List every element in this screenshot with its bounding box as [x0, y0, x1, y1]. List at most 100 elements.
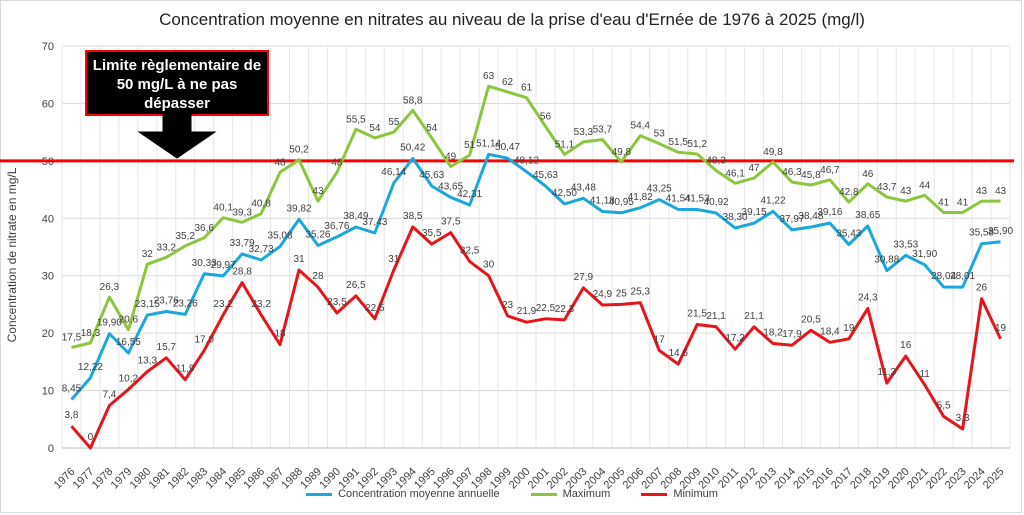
data-label-series-0: 51,14 [476, 138, 501, 149]
data-label-series-2: 26 [976, 283, 988, 294]
y-tick-label: 20 [42, 328, 54, 340]
y-tick-label: 10 [42, 386, 54, 398]
data-label-series-1: 55,5 [346, 114, 366, 125]
data-label-series-2: 3,3 [956, 413, 970, 424]
data-label-series-2: 17,9 [782, 329, 802, 340]
data-label-series-2: 37,5 [441, 217, 461, 228]
data-label-series-2: 26,5 [346, 280, 366, 291]
y-tick-label: 70 [42, 41, 54, 53]
data-label-series-2: 24,9 [593, 289, 613, 300]
data-label-series-2: 16 [900, 340, 912, 351]
data-label-series-0: 40,92 [704, 197, 729, 208]
data-label-series-0: 36,76 [324, 221, 349, 232]
data-label-series-1: 51 [464, 140, 476, 151]
data-label-series-1: 39,3 [232, 207, 252, 218]
data-label-series-2: 23,5 [327, 297, 347, 308]
data-label-series-1: 48 [274, 157, 286, 168]
data-label-series-0: 38,49 [343, 211, 368, 222]
data-label-series-2: 11,9 [176, 364, 195, 375]
data-label-series-2: 24,3 [858, 292, 878, 303]
data-label-series-2: 22,5 [365, 303, 385, 314]
data-label-series-1: 45,8 [801, 170, 821, 181]
data-label-series-1: 48 [331, 157, 343, 168]
data-label-series-1: 43 [995, 186, 1007, 197]
data-label-series-0: 23,15 [135, 299, 160, 310]
legend-label-maximum: Maximum [562, 488, 611, 500]
data-label-series-2: 32,5 [460, 245, 480, 256]
series-lines [70, 84, 1002, 450]
data-label-series-0: 43,65 [438, 181, 463, 192]
data-label-series-1: 54 [426, 123, 438, 134]
data-label-series-0: 43,48 [571, 182, 596, 193]
data-label-series-1: 55 [388, 117, 400, 128]
legend-swatch-mean [306, 492, 333, 496]
data-label-series-2: 5,5 [937, 400, 951, 411]
data-label-series-0: 37,43 [362, 217, 387, 228]
data-label-series-0: 35,26 [305, 230, 330, 241]
data-label-series-0: 31,90 [912, 249, 937, 260]
data-labels: 8,4512,2219,9016,5523,1523,7623,2630,332… [62, 71, 1014, 443]
legend-swatch-minimum [641, 492, 668, 496]
data-label-series-2: 11 [919, 369, 930, 380]
data-label-series-2: 25,3 [631, 287, 651, 298]
data-label-series-0: 50,42 [400, 142, 425, 153]
data-label-series-1: 61 [521, 83, 533, 94]
data-label-series-0: 41,18 [590, 196, 615, 207]
data-label-series-1: 46,3 [782, 167, 802, 178]
annotation-callout: Limite règlementaire de 50 mg/L à ne pas… [85, 50, 269, 116]
data-label-series-2: 27,9 [574, 272, 594, 283]
data-label-series-1: 18,3 [81, 328, 101, 339]
y-tick-label: 60 [42, 98, 54, 110]
data-label-series-2: 35,5 [422, 228, 442, 239]
data-label-series-0: 35,90 [988, 226, 1013, 237]
data-label-series-0: 41,54 [666, 193, 691, 204]
data-label-series-1: 46,1 [725, 168, 745, 179]
data-label-series-2: 18,4 [820, 326, 840, 337]
y-tick-label: 0 [48, 443, 54, 455]
data-label-series-1: 51,2 [687, 139, 707, 150]
data-label-series-0: 41,22 [760, 195, 785, 206]
data-label-series-2: 18 [274, 329, 286, 340]
data-label-series-2: 14,6 [668, 348, 688, 359]
data-label-series-0: 30,88 [874, 255, 899, 266]
data-label-series-2: 18,2 [763, 327, 783, 338]
data-label-series-0: 35,58 [969, 228, 994, 239]
data-label-series-1: 17,5 [62, 333, 82, 344]
chart-title: Concentration moyenne en nitrates au niv… [159, 10, 865, 29]
data-label-series-0: 40,95 [609, 197, 634, 208]
data-label-series-2: 23,2 [251, 299, 271, 310]
data-label-series-0: 38,65 [855, 210, 880, 221]
data-label-series-2: 13,3 [138, 356, 158, 367]
data-label-series-2: 23,2 [213, 299, 233, 310]
data-label-series-2: 25 [616, 288, 628, 299]
legend-item-maximum: Maximum [530, 488, 611, 500]
data-label-series-1: 53,3 [574, 127, 594, 138]
data-label-series-1: 43 [900, 186, 912, 197]
data-label-series-0: 39,15 [742, 207, 767, 218]
data-label-series-0: 28,01 [950, 271, 975, 282]
data-label-series-0: 38,30 [723, 212, 748, 223]
data-label-series-1: 26,3 [100, 282, 120, 293]
data-label-series-1: 35,2 [176, 231, 196, 242]
data-label-series-0: 48,12 [514, 156, 539, 167]
legend-label-mean: Concentration moyenne annuelle [338, 488, 500, 500]
data-label-series-2: 19 [843, 323, 855, 334]
data-label-series-0: 35,08 [268, 231, 293, 242]
data-label-series-0: 30,33 [192, 258, 217, 269]
data-label-series-2: 28 [312, 271, 324, 282]
data-label-series-1: 49,8 [763, 147, 783, 158]
data-label-series-0: 50,47 [495, 142, 520, 153]
data-label-series-2: 17,2 [725, 333, 745, 344]
data-label-series-1: 42,8 [839, 187, 859, 198]
data-label-series-2: 31 [293, 254, 305, 265]
data-label-series-1: 43 [976, 186, 988, 197]
data-label-series-0: 46,14 [381, 167, 406, 178]
data-label-series-0: 42,31 [457, 189, 482, 200]
data-label-series-0: 8,45 [62, 383, 82, 394]
data-label-series-1: 47 [748, 163, 760, 174]
gridlines [61, 45, 1011, 449]
y-tick-label: 30 [42, 271, 54, 283]
data-label-series-0: 38,48 [798, 211, 823, 222]
data-label-series-2: 28,8 [232, 267, 252, 278]
